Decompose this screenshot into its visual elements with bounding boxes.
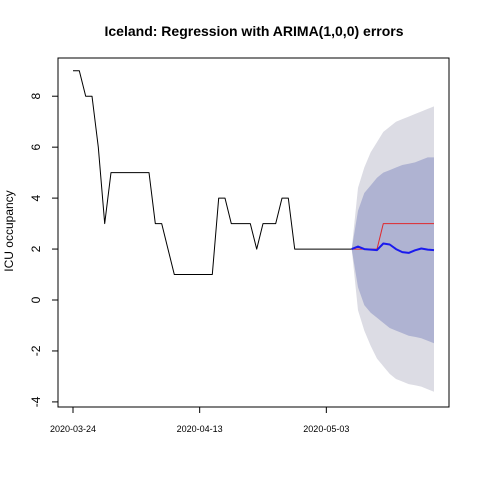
x-tick-label: 2020-03-24	[50, 424, 96, 434]
y-tick-label: 0	[29, 296, 43, 303]
series-line-observed	[73, 71, 352, 275]
y-tick-label: 4	[29, 194, 43, 201]
axes: -4 -2 0 2 4 6 8 2020-03-24 2020-04-13 2020-05-03	[29, 93, 349, 434]
y-tick-label: -4	[29, 396, 43, 407]
y-axis-label: ICU occupancy	[2, 190, 16, 271]
y-tick-label: 2	[29, 245, 43, 252]
chart-title: Iceland: Regression with ARIMA(1,0,0) er…	[105, 23, 404, 39]
x-tick-label: 2020-04-13	[177, 424, 223, 434]
y-tick-label: -2	[29, 345, 43, 356]
y-tick-label: 8	[29, 93, 43, 100]
x-tick-label: 2020-05-03	[303, 424, 349, 434]
y-tick-label: 6	[29, 144, 43, 151]
